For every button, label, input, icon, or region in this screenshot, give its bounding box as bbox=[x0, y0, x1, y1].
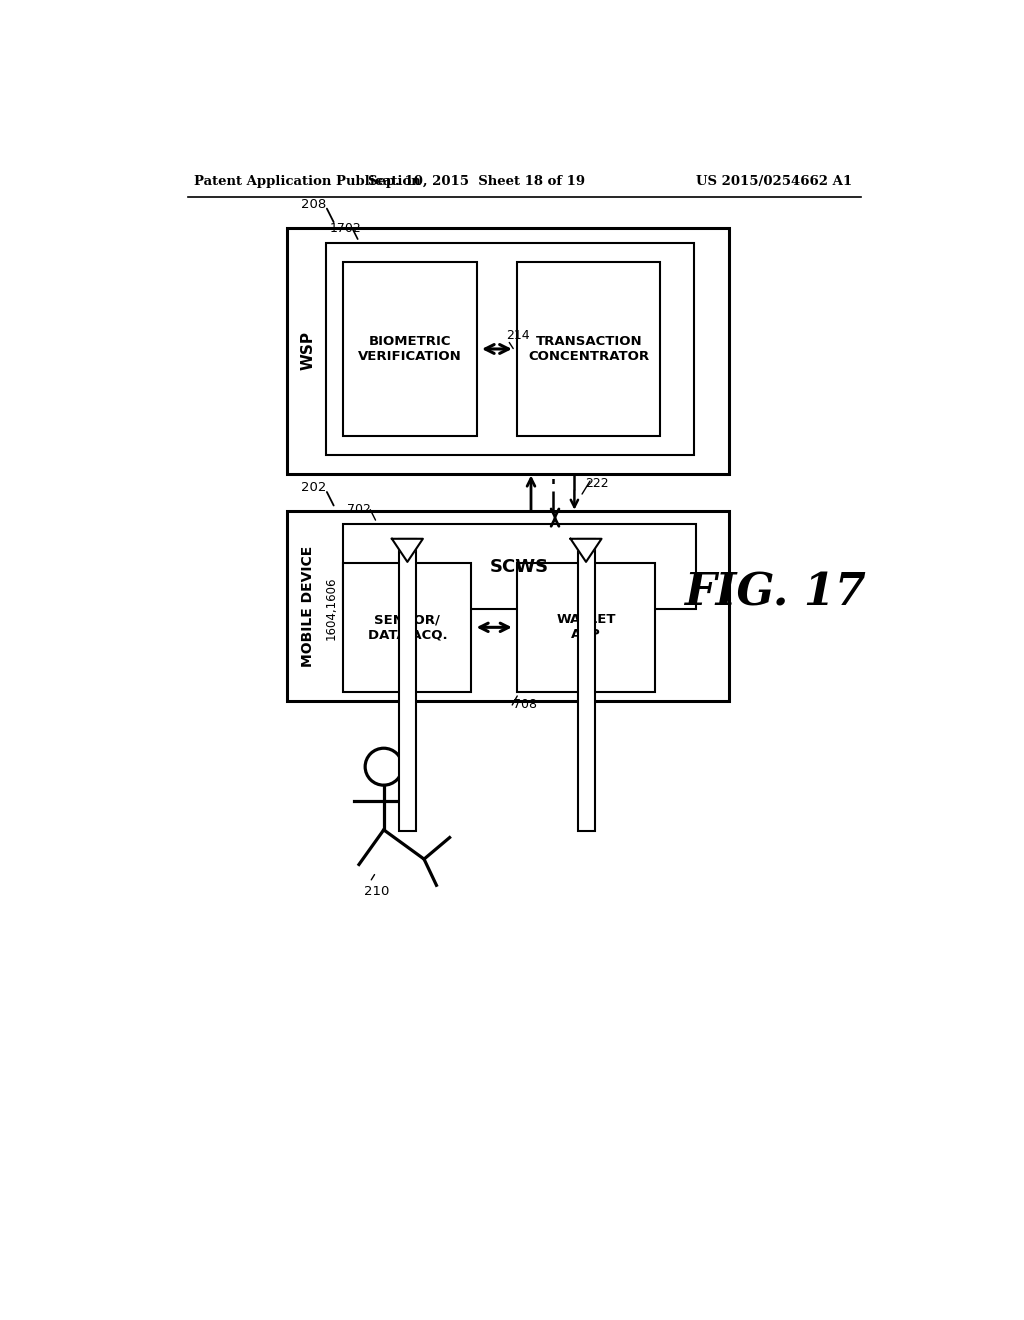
Bar bbox=[399, 539, 416, 832]
Polygon shape bbox=[570, 539, 601, 562]
Text: MOBILE DEVICE: MOBILE DEVICE bbox=[301, 545, 314, 667]
Text: 214: 214 bbox=[506, 329, 529, 342]
Text: SENSOR/
DATA ACQ.: SENSOR/ DATA ACQ. bbox=[368, 614, 447, 642]
Polygon shape bbox=[392, 539, 423, 562]
Text: 222: 222 bbox=[586, 477, 609, 490]
Bar bbox=[343, 562, 471, 692]
Bar bbox=[517, 263, 660, 436]
Text: FIG. 17: FIG. 17 bbox=[684, 572, 866, 615]
Text: SCWS: SCWS bbox=[490, 557, 549, 576]
Text: Patent Application Publication: Patent Application Publication bbox=[194, 176, 421, 187]
Text: TRANSACTION
CONCENTRATOR: TRANSACTION CONCENTRATOR bbox=[528, 335, 649, 363]
Text: 1702: 1702 bbox=[330, 222, 361, 235]
Bar bbox=[343, 263, 477, 436]
Bar bbox=[287, 227, 729, 474]
Text: BIOMETRIC
VERIFICATION: BIOMETRIC VERIFICATION bbox=[358, 335, 462, 363]
Bar bbox=[343, 524, 696, 609]
Text: 202: 202 bbox=[301, 480, 327, 494]
Bar bbox=[287, 511, 729, 701]
Text: 1604,1606: 1604,1606 bbox=[325, 577, 337, 640]
Text: WSP: WSP bbox=[300, 331, 315, 371]
Bar bbox=[326, 243, 693, 455]
Text: 210: 210 bbox=[365, 886, 390, 899]
Text: Sep. 10, 2015  Sheet 18 of 19: Sep. 10, 2015 Sheet 18 of 19 bbox=[369, 176, 586, 187]
Bar bbox=[578, 539, 595, 832]
Bar bbox=[517, 562, 655, 692]
Text: 208: 208 bbox=[301, 198, 326, 211]
Text: 702: 702 bbox=[347, 503, 371, 516]
Text: 708: 708 bbox=[513, 698, 538, 711]
Text: US 2015/0254662 A1: US 2015/0254662 A1 bbox=[696, 176, 853, 187]
Text: WALLET
APP: WALLET APP bbox=[556, 614, 615, 642]
